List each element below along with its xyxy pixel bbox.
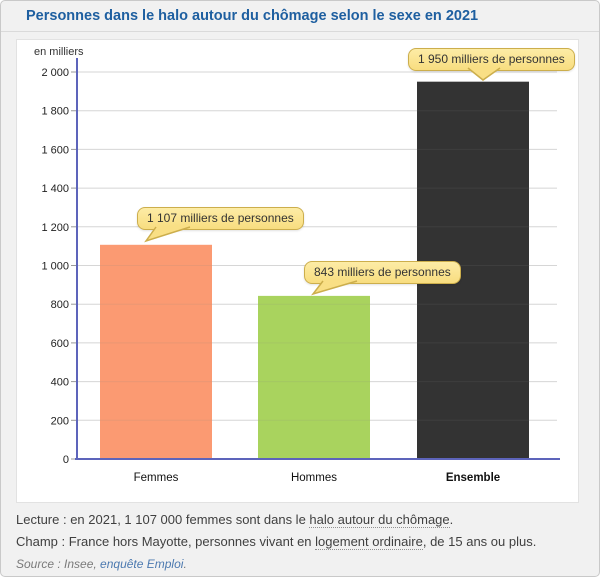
y-axis-tick-label: 0 [63,454,69,466]
y-axis-tick-label: 1 600 [41,144,69,156]
y-axis-tick-label: 600 [51,338,69,350]
champ-text: Champ : France hors Mayotte, personnes v… [16,534,316,549]
lecture-text: Lecture : en 2021, 1 107 000 femmes sont… [16,512,310,527]
source-note: Source : Insee, enquête Emploi. [16,553,536,575]
data-callout-femmes-label: 1 107 milliers de personnes [147,211,294,225]
logement-ordinaire-definition-link[interactable]: logement ordinaire [315,534,423,550]
y-axis-unit-label: en milliers [34,46,84,58]
chart-panel: 0 200 400 600 800 1 000 1 200 1 400 1 600 1 800 2 … [16,39,579,503]
lecture-text-end: . [449,512,454,527]
page-title: Personnes dans le halo autour du chômage… [26,8,479,24]
y-axis-tick-label: 400 [51,377,69,389]
source-text-end: . [183,557,187,571]
title-divider [1,31,599,32]
bar-hommes[interactable] [258,295,370,459]
x-axis-label-hommes: Hommes [291,472,337,484]
bar-chart: 0 200 400 600 800 1 000 1 200 1 400 1 600 1 800 2 … [41,58,560,484]
halo-chomage-definition-link[interactable]: halo autour du chômage [309,512,450,528]
y-axis-tick-label: 2 000 [41,67,69,79]
figure-notes: Lecture : en 2021, 1 107 000 femmes sont… [16,509,536,575]
champ-note: Champ : France hors Mayotte, personnes v… [16,531,536,553]
bar-femmes[interactable] [100,244,212,459]
data-callout-hommes-label: 843 milliers de personnes [314,265,451,279]
y-axis-tick-label: 1 000 [41,261,69,273]
data-callout-femmes: 1 107 milliers de personnes [137,207,304,243]
champ-text-end: , de 15 ans ou plus. [422,534,537,549]
data-callout-ensemble-label: 1 950 milliers de personnes [418,52,565,66]
y-axis-tick-label: 1 200 [41,222,69,234]
y-axis-tick-label: 1 400 [41,183,69,195]
data-callout-ensemble: 1 950 milliers de personnes [408,48,575,81]
x-axis-label-femmes: Femmes [134,472,179,484]
y-axis-tick-label: 800 [51,299,69,311]
source-text: Source : Insee, [16,557,101,571]
lecture-note: Lecture : en 2021, 1 107 000 femmes sont… [16,509,536,531]
y-axis-tick-label: 1 800 [41,106,69,118]
data-callout-hommes: 843 milliers de personnes [304,261,461,296]
y-axis-tick-label: 200 [51,415,69,427]
enquete-emploi-link[interactable]: enquête Emploi [100,557,184,571]
x-axis-label-ensemble: Ensemble [446,472,500,484]
